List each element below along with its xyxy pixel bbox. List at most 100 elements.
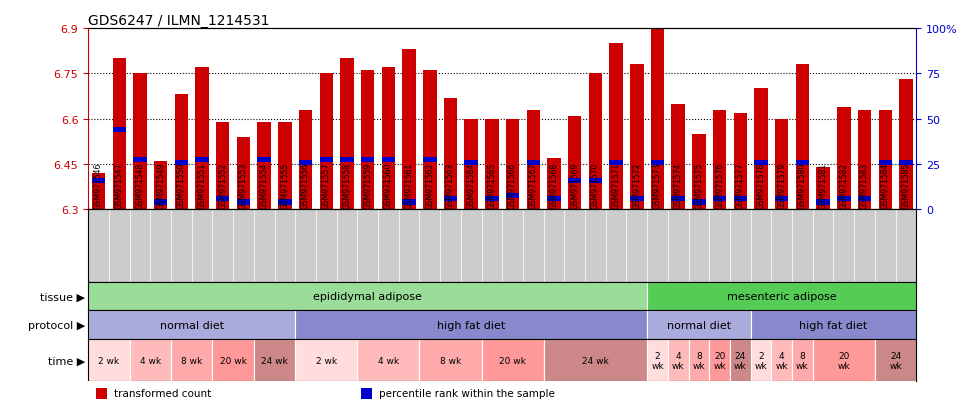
Text: 2 wk: 2 wk: [98, 356, 120, 365]
Bar: [216, 197, 229, 202]
Bar: [465, 160, 478, 166]
Bar: [171, 339, 213, 382]
Bar: [647, 282, 916, 311]
Bar: [547, 159, 561, 210]
Text: GDS6247 / ILMN_1214531: GDS6247 / ILMN_1214531: [88, 14, 270, 28]
Bar: [444, 197, 458, 202]
Bar: [340, 157, 354, 163]
Bar: [671, 104, 685, 210]
Bar: [837, 197, 851, 202]
Bar: [796, 65, 809, 210]
Bar: [775, 119, 789, 210]
Bar: [668, 339, 689, 382]
Bar: [419, 339, 481, 382]
Bar: [647, 339, 668, 382]
Bar: [485, 197, 499, 202]
Bar: [319, 74, 333, 210]
Text: 8 wk: 8 wk: [440, 356, 462, 365]
Text: epididymal adipose: epididymal adipose: [314, 292, 422, 301]
Bar: [299, 160, 313, 166]
Bar: [755, 160, 767, 166]
Bar: [362, 389, 372, 399]
Bar: [900, 160, 912, 166]
Bar: [96, 389, 107, 399]
Bar: [775, 197, 789, 202]
Bar: [88, 282, 647, 311]
Text: 4 wk: 4 wk: [140, 356, 161, 365]
Bar: [878, 160, 892, 166]
Text: protocol ▶: protocol ▶: [28, 320, 85, 330]
Text: tissue ▶: tissue ▶: [40, 292, 85, 301]
Bar: [174, 160, 188, 166]
Bar: [174, 95, 188, 210]
Bar: [444, 98, 458, 210]
Bar: [481, 339, 544, 382]
Bar: [712, 110, 726, 210]
Bar: [92, 173, 105, 210]
Text: high fat diet: high fat diet: [800, 320, 867, 330]
Bar: [900, 80, 912, 210]
Bar: [319, 157, 333, 163]
Bar: [858, 110, 871, 210]
Bar: [381, 157, 395, 163]
Text: normal diet: normal diet: [160, 320, 223, 330]
Bar: [568, 178, 581, 184]
Bar: [258, 122, 270, 210]
Text: 2
wk: 2 wk: [755, 351, 767, 370]
Bar: [299, 110, 313, 210]
Text: 4
wk: 4 wk: [775, 351, 788, 370]
Bar: [751, 339, 771, 382]
Bar: [796, 160, 809, 166]
Bar: [361, 71, 374, 210]
Text: 8 wk: 8 wk: [181, 356, 202, 365]
Bar: [812, 339, 875, 382]
Bar: [254, 339, 295, 382]
Bar: [423, 157, 436, 163]
Bar: [92, 178, 105, 184]
Text: 8
wk: 8 wk: [693, 351, 706, 370]
Bar: [403, 199, 416, 205]
Bar: [358, 339, 419, 382]
Bar: [465, 119, 478, 210]
Bar: [734, 113, 747, 210]
Bar: [816, 168, 830, 210]
Bar: [113, 59, 126, 210]
Bar: [506, 194, 519, 199]
Bar: [544, 339, 647, 382]
Text: 24
wk: 24 wk: [889, 351, 902, 370]
Bar: [88, 311, 295, 339]
Bar: [485, 119, 499, 210]
Bar: [712, 197, 726, 202]
Bar: [651, 160, 664, 166]
Bar: [340, 59, 354, 210]
Bar: [816, 199, 830, 205]
Bar: [216, 122, 229, 210]
Bar: [195, 157, 209, 163]
Bar: [755, 89, 767, 210]
Bar: [195, 68, 209, 210]
Text: 2 wk: 2 wk: [316, 356, 337, 365]
Bar: [630, 197, 644, 202]
Bar: [875, 339, 916, 382]
Bar: [361, 157, 374, 163]
Bar: [133, 157, 147, 163]
Bar: [610, 44, 623, 210]
Bar: [837, 107, 851, 210]
Text: 20 wk: 20 wk: [220, 356, 247, 365]
Bar: [154, 199, 168, 205]
Text: 20
wk: 20 wk: [713, 351, 726, 370]
Text: 24
wk: 24 wk: [734, 351, 747, 370]
Bar: [403, 50, 416, 210]
Bar: [506, 119, 519, 210]
Bar: [295, 339, 358, 382]
Bar: [213, 339, 254, 382]
Bar: [751, 311, 916, 339]
Text: time ▶: time ▶: [48, 355, 85, 365]
Bar: [526, 110, 540, 210]
Text: 20
wk: 20 wk: [838, 351, 851, 370]
Bar: [647, 311, 751, 339]
Bar: [568, 116, 581, 210]
Bar: [692, 135, 706, 210]
Bar: [730, 339, 751, 382]
Text: normal diet: normal diet: [666, 320, 731, 330]
